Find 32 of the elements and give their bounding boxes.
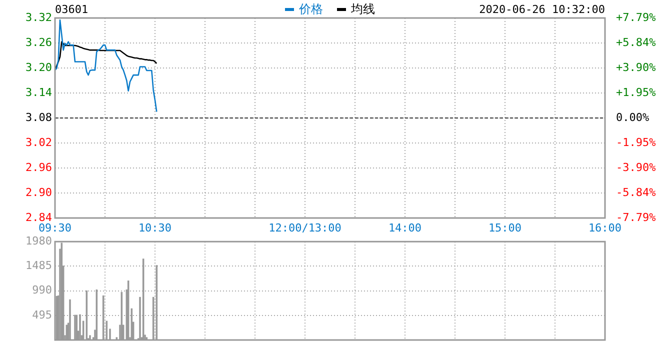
- y2-tick-label: +7.79%: [616, 10, 656, 24]
- x-tick-label: 10:30: [138, 221, 172, 234]
- y-tick-label: 2.84: [26, 210, 52, 224]
- y-tick-label: 3.26: [26, 36, 52, 49]
- x-tick-label: 16:00: [588, 221, 622, 234]
- y-tick-label: 3.20: [26, 60, 52, 74]
- legend-label: 均线: [350, 2, 375, 16]
- text: 2020-06-26 10:32:00: [479, 3, 605, 16]
- y2-tick-label: -5.84%: [616, 186, 656, 199]
- y-tick-label: 2.90: [26, 186, 52, 199]
- chart-title: 03601: [55, 3, 88, 16]
- y2-tick-label: -3.90%: [616, 160, 656, 174]
- y-tick-label: 2.96: [26, 160, 52, 174]
- y-tick-label: 3.08: [26, 110, 52, 124]
- y2-tick-label: 0.00%: [616, 110, 650, 124]
- y2-tick-label: +1.95%: [616, 86, 656, 99]
- y-tick-label: 990: [32, 284, 52, 297]
- y-tick-label: 3.02: [26, 136, 52, 149]
- y2-tick-label: +5.84%: [616, 36, 656, 49]
- x-tick-label: 14:00: [388, 221, 422, 234]
- legend-label: 价格: [298, 2, 323, 16]
- x-tick-label: 15:00: [488, 221, 522, 234]
- y2-tick-label: +3.90%: [616, 60, 656, 74]
- y-tick-label: 1980: [26, 234, 52, 248]
- y2-tick-label: -7.79%: [616, 210, 656, 224]
- y2-tick-label: -1.95%: [616, 136, 656, 149]
- y-tick-label: 3.14: [26, 86, 52, 99]
- y-tick-label: 1485: [26, 259, 52, 272]
- x-tick-label: 12:00/13:00: [268, 221, 342, 234]
- y-tick-label: 495: [32, 308, 52, 322]
- y-tick-label: 3.32: [26, 10, 52, 24]
- x-tick-label: 09:30: [38, 221, 72, 234]
